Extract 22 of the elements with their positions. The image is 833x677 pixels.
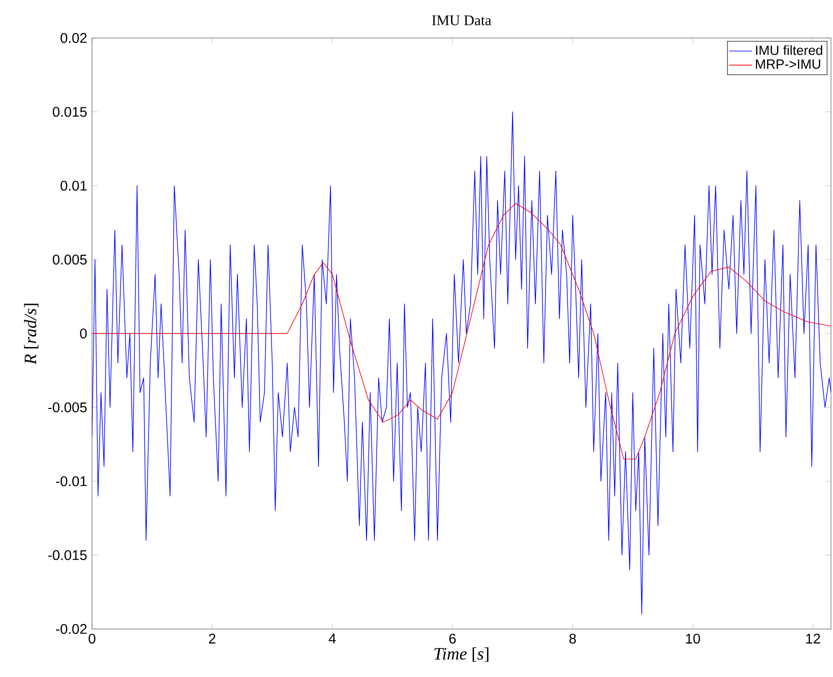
x-axis-title: Time [s] [434, 647, 488, 662]
x-tick-label: 2 [208, 634, 216, 644]
y-tick-label: 0 [80, 328, 87, 338]
y-tick-label: 0.02 [60, 33, 87, 43]
y-tick-label: -0.02 [56, 624, 87, 634]
x-tick-label: 10 [686, 634, 700, 644]
y-tick-label: 0.005 [52, 254, 87, 265]
y-tick-label: -0.015 [48, 550, 87, 560]
x-tick-label: 8 [569, 634, 576, 644]
x-tick-label: 12 [806, 634, 820, 644]
x-tick-label: 0 [88, 634, 96, 644]
legend-label: IMU filtered [756, 45, 822, 55]
legend-label: MRP->IMU [756, 60, 820, 69]
chart-title: IMU Data [432, 16, 492, 26]
y-axis-title: R [rad/s] [24, 304, 38, 365]
y-tick-label: -0.01 [56, 476, 87, 486]
y-tick-label: -0.005 [48, 402, 87, 412]
line-series [92, 112, 831, 615]
x-tick-label: 4 [328, 634, 336, 644]
y-tick-label: 0.01 [60, 180, 87, 191]
x-tick-label: 6 [449, 634, 456, 644]
y-tick-label: 0.015 [52, 106, 87, 117]
